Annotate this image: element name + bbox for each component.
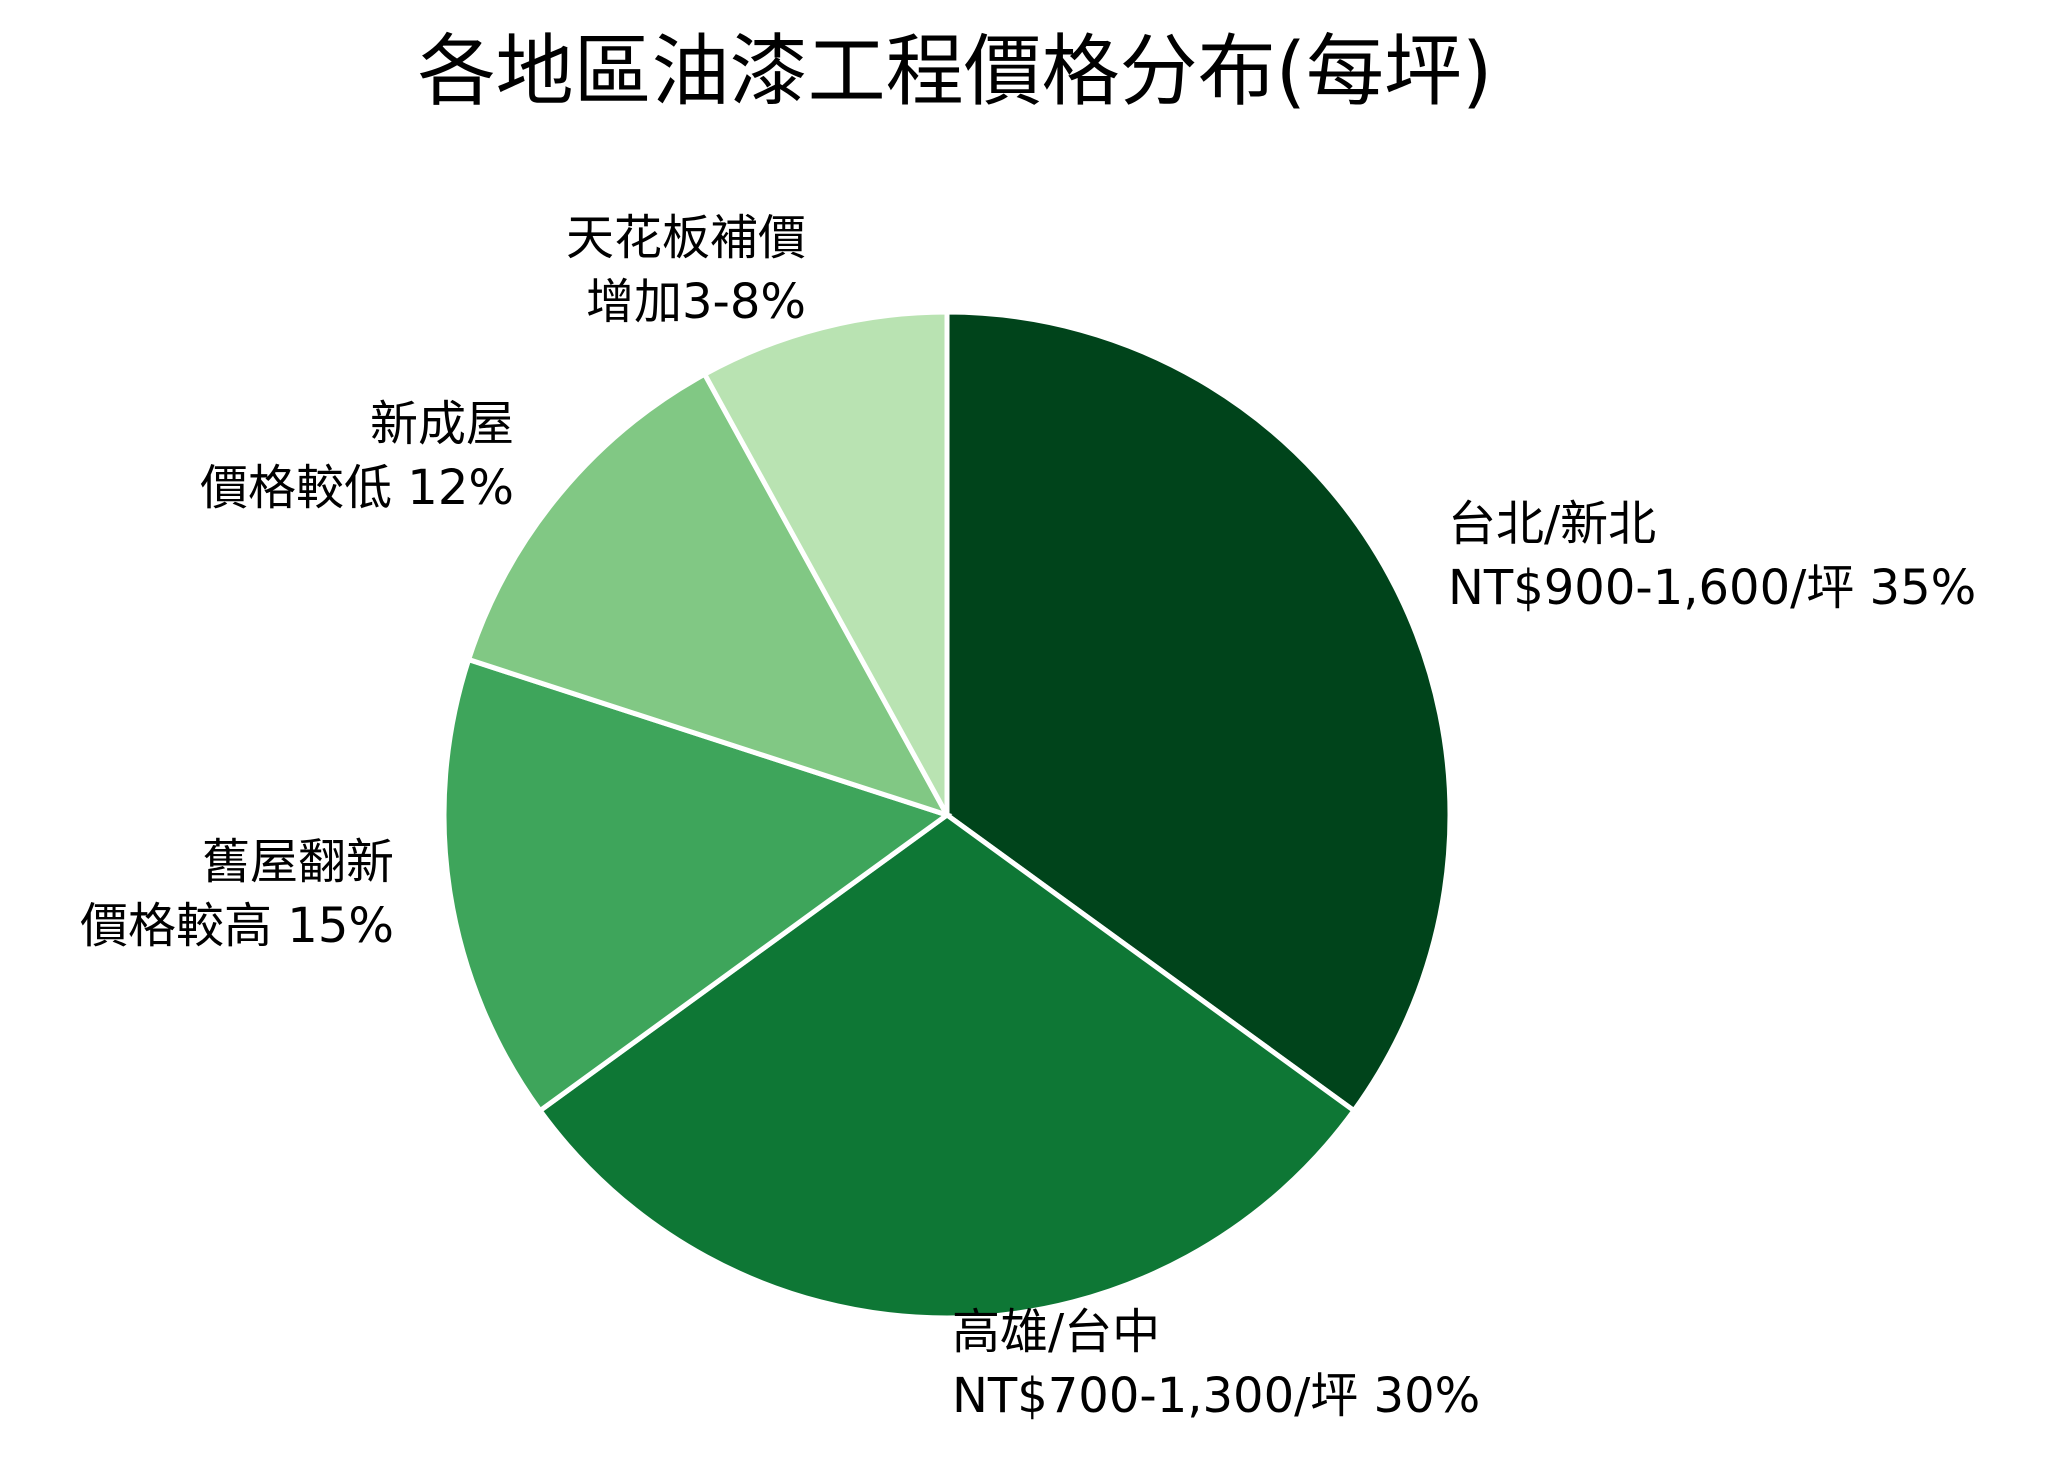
slice-label-2-line-1: 高雄/台中 xyxy=(952,1304,1160,1360)
slice-label-5-line-1: 天花板補價 xyxy=(566,210,806,266)
slice-label-2-line-2: NT$700-1,300/坪 30% xyxy=(952,1368,1480,1424)
pie-slice-5 xyxy=(701,309,950,817)
slice-label-3-line-2: 價格較高 15% xyxy=(80,898,394,954)
pie-slice-4 xyxy=(465,370,953,820)
slice-label-5-line-2: 增加3-8% xyxy=(586,274,806,330)
slice-label-1-line-1: 台北/新北 xyxy=(1448,496,1656,552)
chart-title: 各地區油漆工程價格分布(每坪) xyxy=(417,27,1493,117)
pie-slice-3 xyxy=(441,656,953,1115)
pie-slice-2 xyxy=(536,811,1358,1321)
slice-label-4-line-2: 價格較低 12% xyxy=(200,460,514,516)
pie-slice-1 xyxy=(944,309,1453,1115)
slice-label-3-line-1: 舊屋翻新 xyxy=(202,834,394,890)
slice-label-4-line-1: 新成屋 xyxy=(370,396,514,452)
slice-label-1-line-2: NT$900-1,600/坪 35% xyxy=(1448,560,1976,616)
